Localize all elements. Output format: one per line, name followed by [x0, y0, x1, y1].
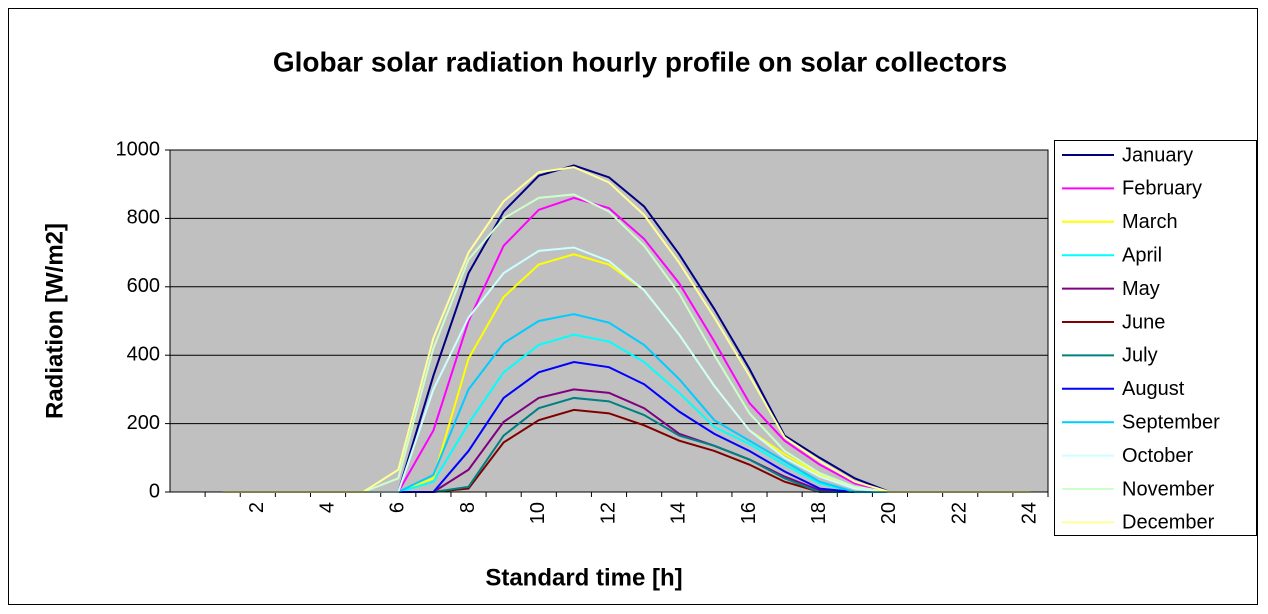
x-tick-label: 16 [738, 502, 760, 524]
legend-label: February [1122, 178, 1202, 200]
x-tick-label: 4 [316, 502, 338, 513]
chart-title: Globar solar radiation hourly profile on… [273, 46, 1007, 77]
legend-label: November [1122, 478, 1215, 500]
y-tick-label: 0 [149, 480, 160, 502]
legend-label: August [1122, 378, 1185, 400]
y-tick-label: 1000 [116, 138, 161, 160]
y-tick-label: 800 [127, 207, 160, 229]
legend-label: July [1122, 345, 1158, 367]
legend-label: April [1122, 244, 1162, 266]
y-tick-label: 400 [127, 343, 160, 365]
legend-label: June [1122, 311, 1165, 333]
y-axis-label: Radiation [W/m2] [41, 223, 68, 419]
plot-area [169, 149, 1049, 493]
legend-label: December [1122, 512, 1215, 534]
x-tick-label: 2 [246, 502, 268, 513]
x-axis-label: Standard time [h] [485, 564, 682, 591]
y-tick-label: 200 [127, 412, 160, 434]
legend-label: March [1122, 211, 1178, 233]
x-tick-label: 20 [878, 502, 900, 524]
x-tick-label: 18 [808, 502, 830, 524]
legend-box [1054, 140, 1257, 536]
legend-label: May [1122, 278, 1160, 300]
x-tick-label: 10 [527, 502, 549, 524]
x-tick-label: 12 [597, 502, 619, 524]
x-tick-label: 24 [1019, 502, 1041, 524]
legend-label: September [1122, 411, 1220, 433]
y-tick-label: 600 [127, 275, 160, 297]
legend-label: January [1122, 144, 1193, 166]
x-tick-label: 22 [948, 502, 970, 524]
x-tick-label: 6 [387, 502, 409, 513]
x-tick-label: 14 [668, 502, 690, 524]
legend-label: October [1122, 445, 1193, 467]
x-tick-label: 8 [457, 502, 479, 513]
